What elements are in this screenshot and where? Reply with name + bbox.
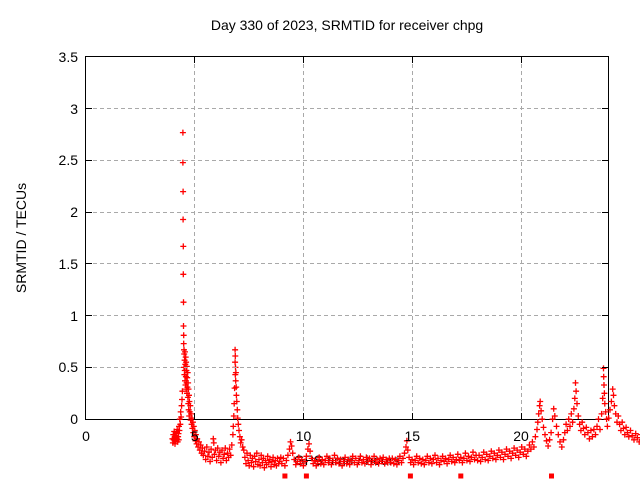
gridline-x <box>520 57 522 419</box>
y-tick-mark <box>602 159 608 161</box>
y-tick-mark <box>86 366 92 368</box>
x-tick-label: 10 <box>295 428 312 444</box>
x-tick-mark <box>411 413 413 419</box>
x-tick-mark <box>303 57 304 63</box>
x-tick-label: 0 <box>82 428 90 444</box>
y-tick-label: 0 <box>70 411 78 427</box>
y-tick-mark <box>86 263 92 265</box>
x-tick-mark <box>520 57 522 63</box>
y-tick-mark <box>86 108 92 110</box>
x-tick-label: 15 <box>404 428 421 444</box>
y-tick-mark <box>602 108 608 110</box>
y-tick-label: 1 <box>70 307 78 324</box>
y-tick-mark <box>86 315 92 317</box>
square-series-axis_flags <box>282 473 554 479</box>
gridline-x <box>194 57 196 419</box>
y-tick-mark <box>86 159 92 161</box>
gridline-x <box>303 57 304 419</box>
gridline-y <box>86 263 608 265</box>
gridline-x <box>411 57 413 419</box>
gridline-y <box>86 108 608 110</box>
x-tick-mark <box>194 57 196 63</box>
x-tick-mark <box>194 413 196 419</box>
scatter-series-srmtid_points <box>169 129 640 471</box>
y-tick-mark <box>602 263 608 265</box>
x-tick-label: 5 <box>190 428 199 444</box>
y-tick-mark <box>602 211 608 213</box>
plot-area <box>85 56 640 479</box>
x-tick-mark <box>411 57 413 63</box>
y-tick-label: 3.5 <box>58 49 78 65</box>
y-tick-mark <box>602 315 608 317</box>
chart-title: Day 330 of 2023, SRMTID for receiver chp… <box>210 17 484 33</box>
y-tick-mark <box>86 211 92 213</box>
y-tick-label: 0.5 <box>58 359 78 376</box>
y-tick-label: 2 <box>70 204 78 221</box>
x-tick-label: 20 <box>513 428 529 444</box>
gridline-y <box>86 211 608 213</box>
y-tick-label: 2.5 <box>58 152 78 169</box>
y-tick-mark <box>602 366 608 368</box>
x-tick-mark <box>303 413 304 419</box>
data-points-layer <box>169 129 640 479</box>
gridline-y <box>86 159 608 161</box>
gridline-y <box>86 315 608 317</box>
y-tick-label: 1.5 <box>58 255 78 272</box>
gridline-y <box>86 366 608 368</box>
x-tick-mark <box>520 413 522 419</box>
y-tick-label: 3 <box>70 100 78 117</box>
